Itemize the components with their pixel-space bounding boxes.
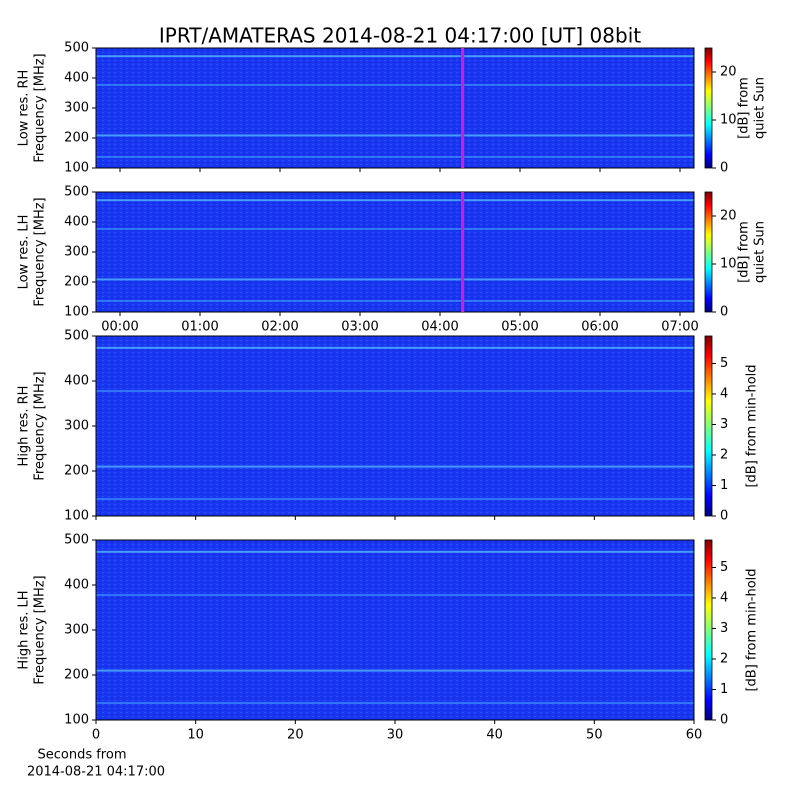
colorbar-tick-label: 0 bbox=[720, 713, 728, 728]
colorbar-tick-label: 10 bbox=[720, 113, 737, 128]
colorbar-tick-label: 0 bbox=[720, 305, 728, 320]
y-axis-label: High res. RH bbox=[17, 386, 32, 467]
y-tick-label: 200 bbox=[64, 464, 89, 479]
colorbar-tick-label: 1 bbox=[720, 478, 728, 493]
spectrogram-band bbox=[96, 300, 694, 302]
y-tick-label: 100 bbox=[64, 305, 89, 320]
x-tick-label: 60 bbox=[686, 728, 703, 743]
spectrogram-band bbox=[96, 390, 694, 392]
spectrogram-band bbox=[96, 84, 694, 86]
spectrogram-band bbox=[96, 669, 694, 672]
colorbar-tick-label: 20 bbox=[720, 65, 737, 80]
y-tick-label: 100 bbox=[64, 161, 89, 176]
y-tick-label: 300 bbox=[64, 101, 89, 116]
y-axis-label: High res. LH bbox=[17, 590, 32, 669]
y-tick-label: 300 bbox=[64, 419, 89, 434]
y-tick-label: 500 bbox=[64, 41, 89, 56]
x-tick-label: 00:00 bbox=[101, 320, 138, 335]
colorbar-tick-label: 3 bbox=[720, 417, 728, 432]
colorbar bbox=[704, 191, 713, 313]
x-tick-label: 50 bbox=[586, 728, 603, 743]
spectrogram-band bbox=[96, 278, 694, 281]
x-tick-label: 40 bbox=[486, 728, 503, 743]
spectrogram-band bbox=[96, 594, 694, 596]
x-tick-label: 01:00 bbox=[181, 320, 218, 335]
x-tick-label: 05:00 bbox=[501, 320, 538, 335]
colorbar bbox=[704, 47, 713, 169]
colorbar-tick-label: 5 bbox=[720, 356, 728, 371]
x-tick-label: 07:00 bbox=[661, 320, 698, 335]
colorbar-tick-label: 2 bbox=[720, 651, 728, 666]
y-tick-label: 400 bbox=[64, 374, 89, 389]
colorbar-tick-label: 0 bbox=[720, 509, 728, 524]
colorbar-tick-label: 4 bbox=[720, 386, 728, 401]
y-tick-label: 500 bbox=[64, 329, 89, 344]
y-tick-label: 500 bbox=[64, 185, 89, 200]
spectrogram bbox=[96, 336, 694, 516]
y-tick-label: 300 bbox=[64, 623, 89, 638]
colorbar-label: quiet Sun bbox=[753, 77, 768, 139]
spectrogram-band bbox=[96, 702, 694, 704]
y-axis-label: Frequency [MHz] bbox=[33, 53, 48, 162]
x-axis-label: Seconds from bbox=[37, 748, 126, 763]
spectrogram-band bbox=[96, 134, 694, 137]
y-tick-label: 200 bbox=[64, 131, 89, 146]
spectrogram-band bbox=[96, 465, 694, 468]
colorbar bbox=[704, 335, 713, 517]
y-axis-label: Low res. LH bbox=[17, 215, 32, 290]
y-axis-label: Low res. RH bbox=[17, 70, 32, 147]
x-tick-label: 10 bbox=[187, 728, 204, 743]
y-tick-label: 100 bbox=[64, 713, 89, 728]
figure-title: IPRT/AMATERAS 2014-08-21 04:17:00 [UT] 0… bbox=[159, 24, 641, 48]
colorbar-label: [dB] from min-hold bbox=[745, 364, 760, 487]
colorbar-tick-label: 20 bbox=[720, 209, 737, 224]
y-tick-label: 400 bbox=[64, 215, 89, 230]
colorbar-label: [dB] from bbox=[737, 221, 752, 283]
y-tick-label: 300 bbox=[64, 245, 89, 260]
spectrogram-band bbox=[96, 228, 694, 230]
colorbar bbox=[704, 539, 713, 721]
spectrogram bbox=[96, 48, 694, 168]
colorbar-tick-label: 3 bbox=[720, 621, 728, 636]
x-tick-label: 06:00 bbox=[581, 320, 618, 335]
colorbar-label: [dB] from bbox=[737, 77, 752, 139]
y-axis-label: Frequency [MHz] bbox=[33, 575, 48, 684]
spectrogram-band bbox=[96, 55, 694, 58]
x-tick-label: 04:00 bbox=[421, 320, 458, 335]
y-tick-label: 200 bbox=[64, 668, 89, 683]
colorbar-tick-label: 4 bbox=[720, 590, 728, 605]
spectrogram-band bbox=[96, 346, 694, 349]
y-tick-label: 100 bbox=[64, 509, 89, 524]
x-tick-label: 03:00 bbox=[341, 320, 378, 335]
x-axis-label: 2014-08-21 04:17:00 bbox=[27, 765, 165, 780]
spectrogram-band bbox=[96, 498, 694, 500]
y-tick-label: 400 bbox=[64, 578, 89, 593]
spectrogram-band bbox=[96, 550, 694, 553]
colorbar-tick-label: 5 bbox=[720, 560, 728, 575]
x-tick-label: 20 bbox=[287, 728, 304, 743]
x-tick-label: 30 bbox=[387, 728, 404, 743]
colorbar-tick-label: 0 bbox=[720, 161, 728, 176]
colorbar-label: quiet Sun bbox=[753, 221, 768, 283]
spectrogram-band bbox=[96, 156, 694, 158]
spectrogram-band bbox=[96, 199, 694, 202]
x-tick-label: 02:00 bbox=[261, 320, 298, 335]
colorbar-tick-label: 1 bbox=[720, 682, 728, 697]
x-tick-label: 0 bbox=[92, 728, 100, 743]
colorbar-label: [dB] from min-hold bbox=[745, 568, 760, 691]
colorbar-tick-label: 2 bbox=[720, 447, 728, 462]
spectrogram bbox=[96, 540, 694, 720]
colorbar-tick-label: 10 bbox=[720, 257, 737, 272]
y-axis-label: Frequency [MHz] bbox=[33, 371, 48, 480]
y-tick-label: 400 bbox=[64, 71, 89, 86]
spectrogram bbox=[96, 192, 694, 312]
y-tick-label: 200 bbox=[64, 275, 89, 290]
y-tick-label: 500 bbox=[64, 533, 89, 548]
y-axis-label: Frequency [MHz] bbox=[33, 197, 48, 306]
